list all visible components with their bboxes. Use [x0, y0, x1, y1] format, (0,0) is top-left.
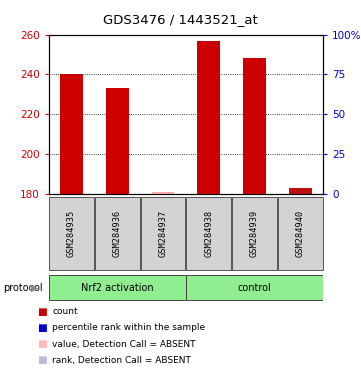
Bar: [106, 88, 129, 194]
Text: ■: ■: [36, 355, 47, 365]
Text: GSM284935: GSM284935: [67, 210, 76, 257]
Text: GDS3476 / 1443521_at: GDS3476 / 1443521_at: [103, 13, 258, 26]
Text: GSM284938: GSM284938: [204, 210, 213, 257]
FancyBboxPatch shape: [278, 197, 323, 270]
Text: ■: ■: [36, 307, 47, 317]
FancyBboxPatch shape: [49, 275, 186, 300]
Bar: [60, 74, 83, 194]
Text: percentile rank within the sample: percentile rank within the sample: [52, 323, 205, 333]
Text: GSM284936: GSM284936: [113, 210, 122, 257]
Bar: [243, 58, 266, 194]
FancyBboxPatch shape: [141, 197, 186, 270]
Text: protocol: protocol: [4, 283, 43, 293]
Text: ■: ■: [36, 323, 47, 333]
Text: GSM284940: GSM284940: [296, 210, 305, 257]
FancyBboxPatch shape: [186, 197, 231, 270]
FancyBboxPatch shape: [232, 197, 277, 270]
Bar: [152, 192, 174, 194]
Text: count: count: [52, 307, 78, 316]
Text: GSM284939: GSM284939: [250, 210, 259, 257]
Text: value, Detection Call = ABSENT: value, Detection Call = ABSENT: [52, 339, 196, 349]
Text: ▶: ▶: [31, 283, 38, 293]
Text: Nrf2 activation: Nrf2 activation: [81, 283, 154, 293]
Text: GSM284937: GSM284937: [158, 210, 168, 257]
FancyBboxPatch shape: [49, 197, 94, 270]
Bar: [197, 41, 220, 194]
FancyBboxPatch shape: [95, 197, 140, 270]
Bar: [289, 188, 312, 194]
FancyBboxPatch shape: [186, 275, 323, 300]
Text: rank, Detection Call = ABSENT: rank, Detection Call = ABSENT: [52, 356, 191, 365]
Text: control: control: [238, 283, 271, 293]
Text: ■: ■: [36, 339, 47, 349]
